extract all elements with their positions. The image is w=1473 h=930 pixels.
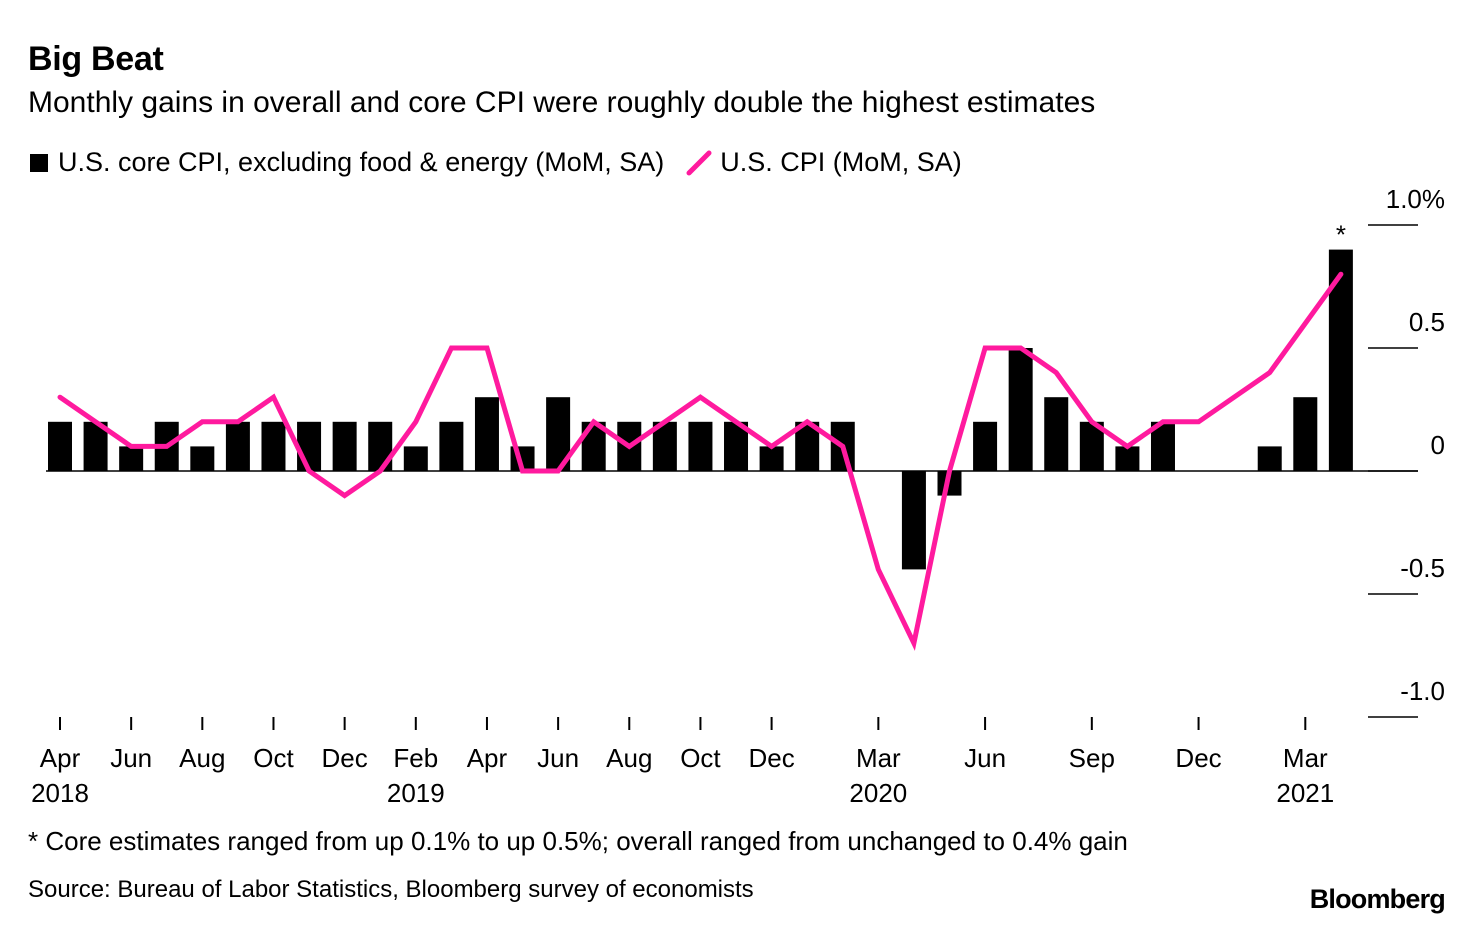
core-cpi-bar: [261, 421, 286, 471]
y-tick-label: 0: [1431, 430, 1445, 460]
bloomberg-logo: Bloomberg: [1309, 884, 1446, 914]
legend-swatch-cpi-icon: [686, 150, 712, 175]
x-tick-label-month: Apr: [467, 743, 508, 773]
core-cpi-bar: [1257, 446, 1282, 471]
core-cpi-bar: [119, 446, 144, 471]
x-tick-label-year: 2018: [31, 778, 89, 808]
core-cpi-bar: [332, 421, 357, 471]
core-cpi-bar: [297, 421, 322, 471]
x-tick-label-month: Jun: [110, 743, 152, 773]
core-cpi-bar: [759, 446, 784, 471]
legend-item-cpi: U.S. CPI (MoM, SA): [686, 147, 962, 178]
x-tick-label-month: Oct: [680, 743, 721, 773]
chart-title: Big Beat: [28, 40, 164, 78]
core-cpi-bar: [1008, 348, 1033, 471]
x-tick-label-month: Feb: [393, 743, 438, 773]
legend-swatch-core-icon: [30, 153, 48, 172]
x-tick-label-year: 2019: [387, 778, 445, 808]
core-cpi-bar: [1044, 397, 1069, 471]
x-tick-label-month: Aug: [606, 743, 652, 773]
source-note: Source: Bureau of Labor Statistics, Bloo…: [28, 876, 754, 903]
core-cpi-bar: [688, 421, 713, 471]
x-tick-label-month: Jun: [537, 743, 579, 773]
cpi-chart: 1.0% 0.5 0 -0.5 -1.0 * Apr 2018 Jun Aug Oct Dec Feb 2…: [31, 184, 1445, 808]
x-tick-label-month: Dec: [748, 743, 794, 773]
x-tick-label-year: 2021: [1276, 778, 1334, 808]
core-cpi-bar: [48, 421, 72, 471]
x-tick-label-month: Mar: [1283, 743, 1328, 773]
core-cpi-bar: [474, 397, 499, 471]
x-tick-label-month: Dec: [322, 743, 368, 773]
y-tick-label: -1.0: [1400, 676, 1445, 706]
core-cpi-bar: [439, 421, 464, 471]
chart-subtitle: Monthly gains in overall and core CPI we…: [28, 86, 1096, 119]
y-tick-label: 1.0%: [1386, 184, 1445, 214]
core-cpi-bar: [1115, 446, 1140, 471]
footnote: * Core estimates ranged from up 0.1% to …: [28, 826, 1128, 856]
x-tick-label-month: Aug: [179, 743, 225, 773]
legend: U.S. core CPI, excluding food & energy (…: [30, 147, 984, 178]
core-cpi-bar: [190, 446, 215, 471]
cpi-line: [57, 271, 1344, 651]
legend-label-core: U.S. core CPI, excluding food & energy (…: [58, 147, 665, 177]
x-tick-label-month: Jun: [964, 743, 1006, 773]
y-tick-label: 0.5: [1409, 307, 1445, 337]
x-tick-label-year: 2020: [849, 778, 907, 808]
estimate-annotation: *: [1336, 220, 1346, 250]
core-cpi-bar: [901, 471, 926, 570]
legend-label-cpi: U.S. CPI (MoM, SA): [720, 147, 962, 177]
core-cpi-bar: [973, 421, 998, 471]
y-tick-label: -0.5: [1400, 553, 1445, 583]
x-tick-label-month: Dec: [1175, 743, 1221, 773]
x-tick-label-month: Mar: [856, 743, 901, 773]
core-cpi-bar: [225, 421, 250, 471]
core-cpi-bar: [403, 446, 428, 471]
legend-item-core: U.S. core CPI, excluding food & energy (…: [30, 147, 664, 178]
x-tick-label-month: Oct: [253, 743, 294, 773]
core-cpi-bar: [1293, 397, 1318, 471]
x-tick-label-month: Sep: [1069, 743, 1115, 773]
x-tick-label-month: Apr: [40, 743, 81, 773]
